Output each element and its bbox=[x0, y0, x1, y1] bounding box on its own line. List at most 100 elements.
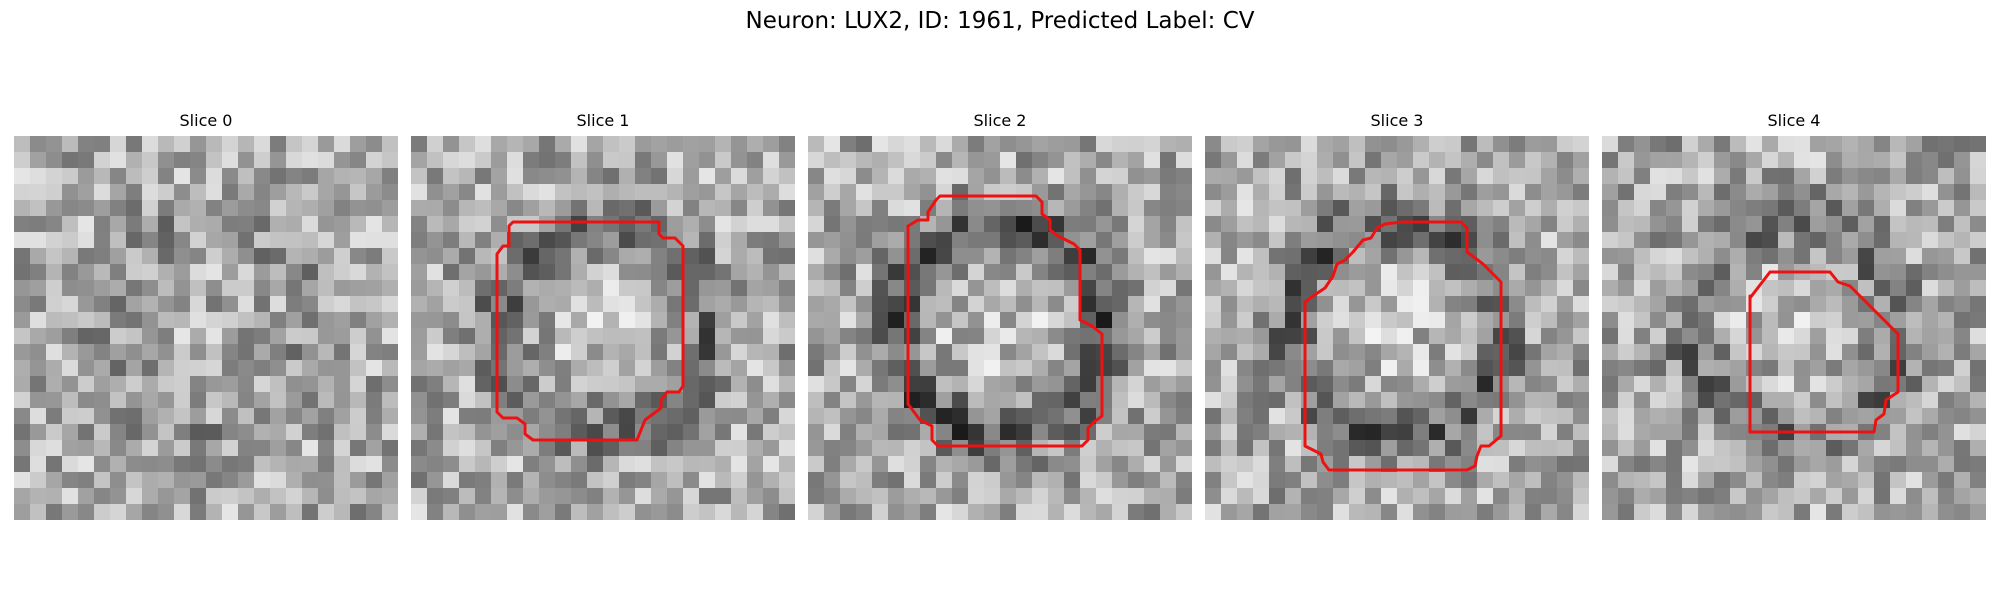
image-pixel bbox=[1573, 232, 1589, 249]
image-pixel bbox=[984, 168, 1001, 185]
image-pixel bbox=[350, 216, 367, 233]
image-pixel bbox=[222, 376, 239, 393]
image-pixel bbox=[1557, 248, 1574, 265]
image-pixel bbox=[1938, 392, 1955, 409]
image-pixel bbox=[14, 280, 31, 297]
image-pixel bbox=[779, 264, 795, 281]
image-pixel bbox=[1221, 376, 1238, 393]
image-pixel bbox=[1333, 200, 1350, 217]
image-pixel bbox=[571, 248, 588, 265]
image-pixel bbox=[1349, 136, 1366, 153]
image-pixel bbox=[1317, 168, 1334, 185]
image-pixel bbox=[1922, 504, 1939, 520]
image-pixel bbox=[1618, 504, 1635, 520]
image-pixel bbox=[1285, 296, 1302, 313]
image-pixel bbox=[1938, 440, 1955, 457]
image-pixel bbox=[1858, 136, 1875, 153]
image-pixel bbox=[1080, 248, 1097, 265]
image-pixel bbox=[1285, 216, 1302, 233]
image-pixel bbox=[1634, 440, 1651, 457]
image-pixel bbox=[1080, 216, 1097, 233]
image-pixel bbox=[683, 216, 700, 233]
image-pixel bbox=[1970, 456, 1986, 473]
image-pixel bbox=[1317, 296, 1334, 313]
image-pixel bbox=[1826, 440, 1843, 457]
image-pixel bbox=[920, 136, 937, 153]
image-pixel bbox=[872, 312, 889, 329]
image-pixel bbox=[427, 296, 444, 313]
image-pixel bbox=[1858, 280, 1875, 297]
image-pixel bbox=[1064, 376, 1081, 393]
image-pixel bbox=[443, 216, 460, 233]
image-pixel bbox=[1160, 184, 1177, 201]
image-pixel bbox=[1666, 504, 1683, 520]
image-pixel bbox=[1922, 248, 1939, 265]
image-pixel bbox=[1269, 264, 1286, 281]
image-pixel bbox=[1144, 296, 1161, 313]
image-pixel bbox=[1429, 264, 1446, 281]
image-pixel bbox=[411, 344, 428, 361]
image-pixel bbox=[1778, 200, 1795, 217]
image-pixel bbox=[1301, 312, 1318, 329]
image-pixel bbox=[1509, 184, 1526, 201]
image-pixel bbox=[635, 440, 652, 457]
image-pixel bbox=[206, 296, 223, 313]
image-pixel bbox=[1714, 312, 1731, 329]
image-pixel bbox=[1858, 456, 1875, 473]
image-pixel bbox=[1698, 152, 1715, 169]
image-pixel bbox=[174, 472, 191, 489]
image-pixel bbox=[459, 168, 476, 185]
image-pixel bbox=[1445, 424, 1462, 441]
image-pixel bbox=[1477, 424, 1494, 441]
image-pixel bbox=[1525, 456, 1542, 473]
image-pixel bbox=[158, 472, 175, 489]
image-pixel bbox=[1032, 328, 1049, 345]
image-pixel bbox=[1064, 408, 1081, 425]
image-pixel bbox=[142, 296, 159, 313]
image-pixel bbox=[1413, 360, 1430, 377]
image-pixel bbox=[1000, 344, 1017, 361]
image-pixel bbox=[571, 376, 588, 393]
image-pixel bbox=[1285, 264, 1302, 281]
image-pixel bbox=[1618, 440, 1635, 457]
image-pixel bbox=[1573, 424, 1589, 441]
image-pixel bbox=[1205, 136, 1222, 153]
image-pixel bbox=[715, 232, 732, 249]
image-pixel bbox=[190, 248, 207, 265]
image-pixel bbox=[1858, 360, 1875, 377]
image-pixel bbox=[763, 200, 780, 217]
image-pixel bbox=[1698, 184, 1715, 201]
image-pixel bbox=[1016, 168, 1033, 185]
image-pixel bbox=[1016, 488, 1033, 505]
image-pixel bbox=[1096, 344, 1113, 361]
image-pixel bbox=[1160, 168, 1177, 185]
image-pixel bbox=[158, 328, 175, 345]
image-pixel bbox=[1746, 456, 1763, 473]
image-pixel bbox=[619, 264, 636, 281]
image-pixel bbox=[1333, 376, 1350, 393]
image-pixel bbox=[1032, 280, 1049, 297]
image-pixel bbox=[747, 200, 764, 217]
image-pixel bbox=[1461, 152, 1478, 169]
image-pixel bbox=[747, 344, 764, 361]
image-pixel bbox=[1698, 408, 1715, 425]
image-pixel bbox=[840, 344, 857, 361]
image-pixel bbox=[62, 280, 79, 297]
image-pixel bbox=[30, 152, 47, 169]
image-pixel bbox=[142, 328, 159, 345]
image-pixel bbox=[1493, 232, 1510, 249]
image-pixel bbox=[1922, 344, 1939, 361]
image-pixel bbox=[427, 488, 444, 505]
image-pixel bbox=[808, 216, 825, 233]
image-pixel bbox=[158, 504, 175, 520]
image-pixel bbox=[1954, 472, 1971, 489]
image-pixel bbox=[1634, 232, 1651, 249]
image-pixel bbox=[1080, 168, 1097, 185]
image-pixel bbox=[715, 488, 732, 505]
image-pixel bbox=[491, 392, 508, 409]
image-pixel bbox=[779, 248, 795, 265]
image-pixel bbox=[968, 296, 985, 313]
image-pixel bbox=[968, 136, 985, 153]
image-pixel bbox=[222, 424, 239, 441]
image-pixel bbox=[78, 392, 95, 409]
